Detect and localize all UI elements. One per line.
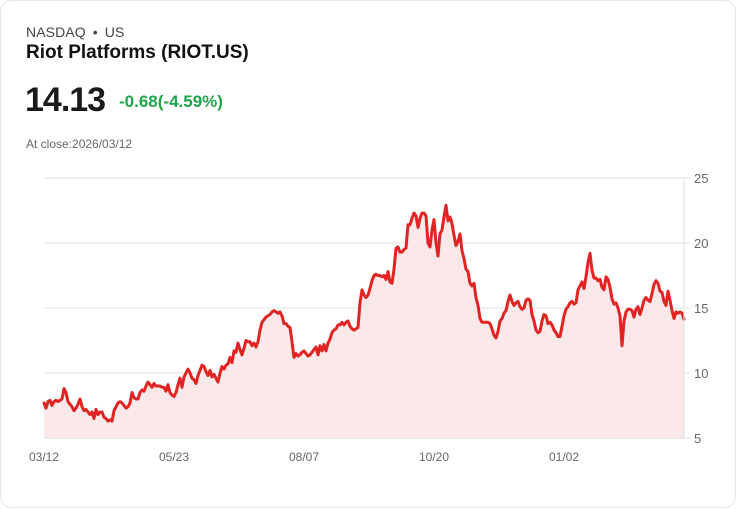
y-tick-label: 20 [694, 236, 708, 251]
close-timestamp: At close:2026/03/12 [26, 137, 133, 151]
x-tick-label: 01/02 [549, 450, 579, 464]
separator-dot: • [92, 24, 98, 40]
y-tick-label: 5 [694, 431, 701, 446]
x-tick-label: 05/23 [159, 450, 189, 464]
y-tick-label: 25 [694, 171, 708, 186]
security-name: Riot Platforms (RIOT.US) [26, 42, 249, 63]
region-label: US [104, 24, 125, 40]
last-price: 14.13 [25, 81, 106, 119]
y-tick-label: 15 [694, 301, 708, 316]
x-axis: 03/12 05/23 08/07 10/20 01/02 [29, 450, 579, 464]
exchange-label: NASDAQ [26, 24, 86, 40]
x-tick-label: 03/12 [29, 450, 59, 464]
x-tick-label: 08/07 [289, 450, 319, 464]
y-tick-label: 10 [694, 366, 708, 381]
price-line [42, 203, 686, 423]
x-tick-label: 10/20 [419, 450, 449, 464]
area-fill [44, 205, 684, 438]
exchange-line: NASDAQ • US [26, 24, 124, 40]
y-axis: 25 20 15 10 5 [683, 171, 708, 446]
price-change: -0.68(-4.59%) [119, 92, 223, 111]
